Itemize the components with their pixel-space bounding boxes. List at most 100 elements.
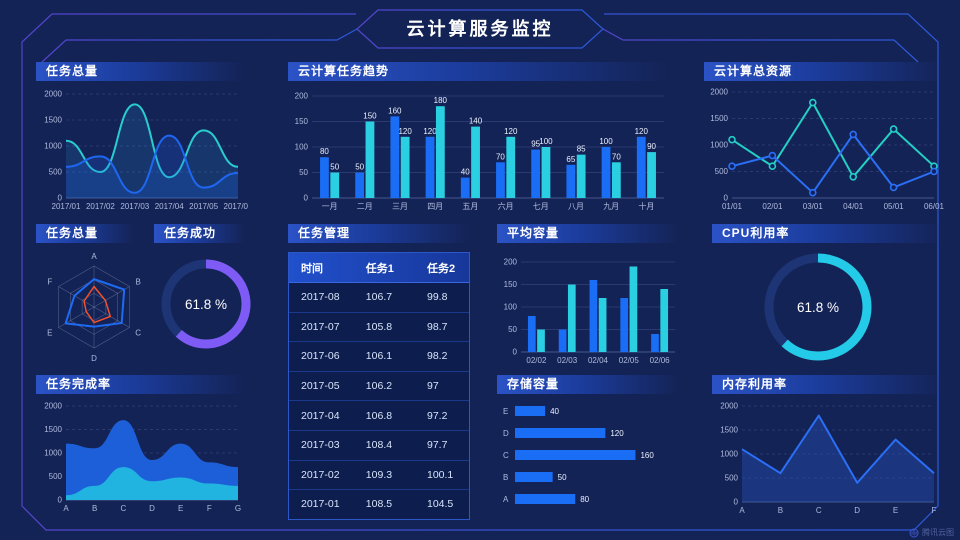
svg-text:1000: 1000 bbox=[720, 450, 738, 459]
panel-title-resources: 云计算总资源 bbox=[704, 62, 942, 81]
table-row: 2017-05 106.2 97 bbox=[289, 372, 469, 402]
svg-text:03/01: 03/01 bbox=[803, 202, 824, 211]
svg-text:2000: 2000 bbox=[720, 402, 738, 411]
svg-text:160: 160 bbox=[640, 451, 654, 460]
table-row: 2017-03 108.4 97.7 bbox=[289, 431, 469, 461]
task-table-header: 时间 任务1 任务2 bbox=[289, 253, 469, 283]
svg-text:100: 100 bbox=[295, 143, 309, 152]
svg-text:90: 90 bbox=[647, 142, 656, 151]
chart-cpu-gauge: 61.8 % bbox=[748, 246, 888, 368]
svg-text:B: B bbox=[92, 504, 97, 513]
svg-text:九月: 九月 bbox=[603, 202, 619, 211]
table-row: 2017-01 108.5 104.5 bbox=[289, 490, 469, 519]
table-cell: 106.1 bbox=[365, 350, 393, 363]
svg-text:40: 40 bbox=[461, 168, 470, 177]
svg-text:100: 100 bbox=[504, 303, 518, 312]
svg-text:2017/06: 2017/06 bbox=[224, 202, 248, 211]
svg-text:A: A bbox=[739, 506, 745, 515]
svg-text:65: 65 bbox=[566, 155, 575, 164]
svg-text:2017/05: 2017/05 bbox=[189, 202, 218, 211]
table-cell: 98.7 bbox=[426, 320, 448, 333]
svg-text:七月: 七月 bbox=[533, 202, 549, 211]
svg-text:1500: 1500 bbox=[44, 425, 62, 434]
svg-text:八月: 八月 bbox=[568, 202, 584, 211]
svg-text:120: 120 bbox=[610, 429, 624, 438]
svg-text:100: 100 bbox=[539, 137, 553, 146]
panel-title-text: 任务管理 bbox=[298, 226, 351, 240]
panel-title-memory: 内存利用率 bbox=[712, 375, 942, 394]
svg-text:2000: 2000 bbox=[44, 90, 62, 99]
panel-title-completion: 任务完成率 bbox=[36, 375, 243, 394]
table-cell: 2017-04 bbox=[301, 409, 340, 422]
svg-text:05/01: 05/01 bbox=[884, 202, 905, 211]
svg-text:0: 0 bbox=[304, 194, 309, 203]
svg-text:A: A bbox=[63, 504, 69, 513]
panel-title-text: 平均容量 bbox=[507, 226, 560, 240]
panel-title-text: 任务总量 bbox=[46, 226, 99, 240]
column-header: 任务1 bbox=[365, 262, 394, 275]
svg-text:E: E bbox=[503, 407, 508, 416]
svg-text:三月: 三月 bbox=[392, 202, 408, 211]
svg-text:120: 120 bbox=[423, 127, 437, 136]
svg-text:500: 500 bbox=[49, 168, 63, 177]
panel-title-text: 任务成功 bbox=[164, 226, 217, 240]
table-cell: 2017-05 bbox=[301, 380, 340, 393]
table-cell: 2017-03 bbox=[301, 439, 340, 452]
svg-text:02/05: 02/05 bbox=[619, 356, 640, 365]
brand-icon bbox=[909, 528, 919, 537]
brand-text: 腾讯云图 bbox=[922, 528, 954, 537]
svg-text:01/01: 01/01 bbox=[722, 202, 743, 211]
svg-text:0: 0 bbox=[734, 498, 739, 507]
svg-text:85: 85 bbox=[577, 145, 586, 154]
svg-text:A: A bbox=[503, 495, 509, 504]
svg-text:C: C bbox=[135, 329, 141, 338]
svg-text:02/06: 02/06 bbox=[650, 356, 671, 365]
svg-text:一月: 一月 bbox=[322, 202, 338, 211]
svg-text:160: 160 bbox=[388, 106, 402, 115]
chart-task-total-lines: 0 500 1000 1500 2000 2017/01 2017/02 2017/03 201… bbox=[36, 86, 248, 212]
svg-text:04/01: 04/01 bbox=[843, 202, 864, 211]
svg-text:02/02: 02/02 bbox=[526, 356, 547, 365]
svg-text:C: C bbox=[816, 506, 822, 515]
chart-resources-lines: 0 500 1000 1500 2000 01/01 02/01 03/01 04/01 05/0… bbox=[702, 84, 944, 212]
panel-title-trend: 云计算任务趋势 bbox=[288, 62, 666, 81]
table-cell: 106.7 bbox=[365, 291, 393, 304]
table-cell: 106.8 bbox=[365, 409, 393, 422]
svg-text:06/01: 06/01 bbox=[924, 202, 944, 211]
table-cell: 97.2 bbox=[426, 409, 448, 422]
panel-title-radar: 任务总量 bbox=[36, 224, 133, 243]
svg-text:F: F bbox=[207, 504, 212, 513]
table-cell: 97.7 bbox=[426, 439, 448, 452]
svg-text:70: 70 bbox=[496, 152, 505, 161]
svg-text:150: 150 bbox=[295, 117, 309, 126]
chart-task-radar: A B C D E F bbox=[36, 246, 152, 368]
svg-text:十月: 十月 bbox=[638, 201, 654, 211]
svg-text:D: D bbox=[91, 354, 97, 363]
panel-title-text: 云计算总资源 bbox=[714, 64, 793, 78]
chart-storage-hbars: E 40 D 120 C 160 B 50 A 80 bbox=[497, 400, 683, 510]
chart-completion-areas: 0 500 1000 1500 2000 A B C D E F G bbox=[36, 398, 248, 514]
chart-trend-bars: 0 50 100 150 200 一月 二月 三月 四月 五月 六月 七月 八月 九月 十月 80 50 160 1… bbox=[288, 84, 672, 212]
table-cell: 109.3 bbox=[365, 468, 393, 481]
table-cell: 106.2 bbox=[365, 380, 393, 393]
svg-text:02/04: 02/04 bbox=[588, 356, 609, 365]
svg-text:61.8 %: 61.8 % bbox=[797, 300, 839, 315]
svg-text:D: D bbox=[854, 506, 860, 515]
panel-title-text: 内存利用率 bbox=[722, 377, 788, 391]
chart-avg-capacity-bars: 0 50 100 150 200 02/02 02/03 02/04 02/05 02/06 bbox=[497, 250, 683, 366]
svg-text:G: G bbox=[235, 504, 241, 513]
svg-text:B: B bbox=[503, 473, 508, 482]
svg-text:1000: 1000 bbox=[44, 449, 62, 458]
svg-text:A: A bbox=[91, 252, 97, 261]
panel-title-text: 任务总量 bbox=[46, 64, 99, 78]
brand-logo: 腾讯云图 bbox=[909, 527, 954, 538]
svg-text:1000: 1000 bbox=[44, 142, 62, 151]
table-cell: 2017-01 bbox=[301, 498, 340, 511]
svg-text:120: 120 bbox=[504, 127, 518, 136]
panel-title-text: 云计算任务趋势 bbox=[298, 64, 390, 78]
svg-text:B: B bbox=[778, 506, 783, 515]
svg-text:50: 50 bbox=[558, 473, 567, 482]
svg-text:E: E bbox=[178, 504, 183, 513]
svg-text:80: 80 bbox=[580, 495, 589, 504]
